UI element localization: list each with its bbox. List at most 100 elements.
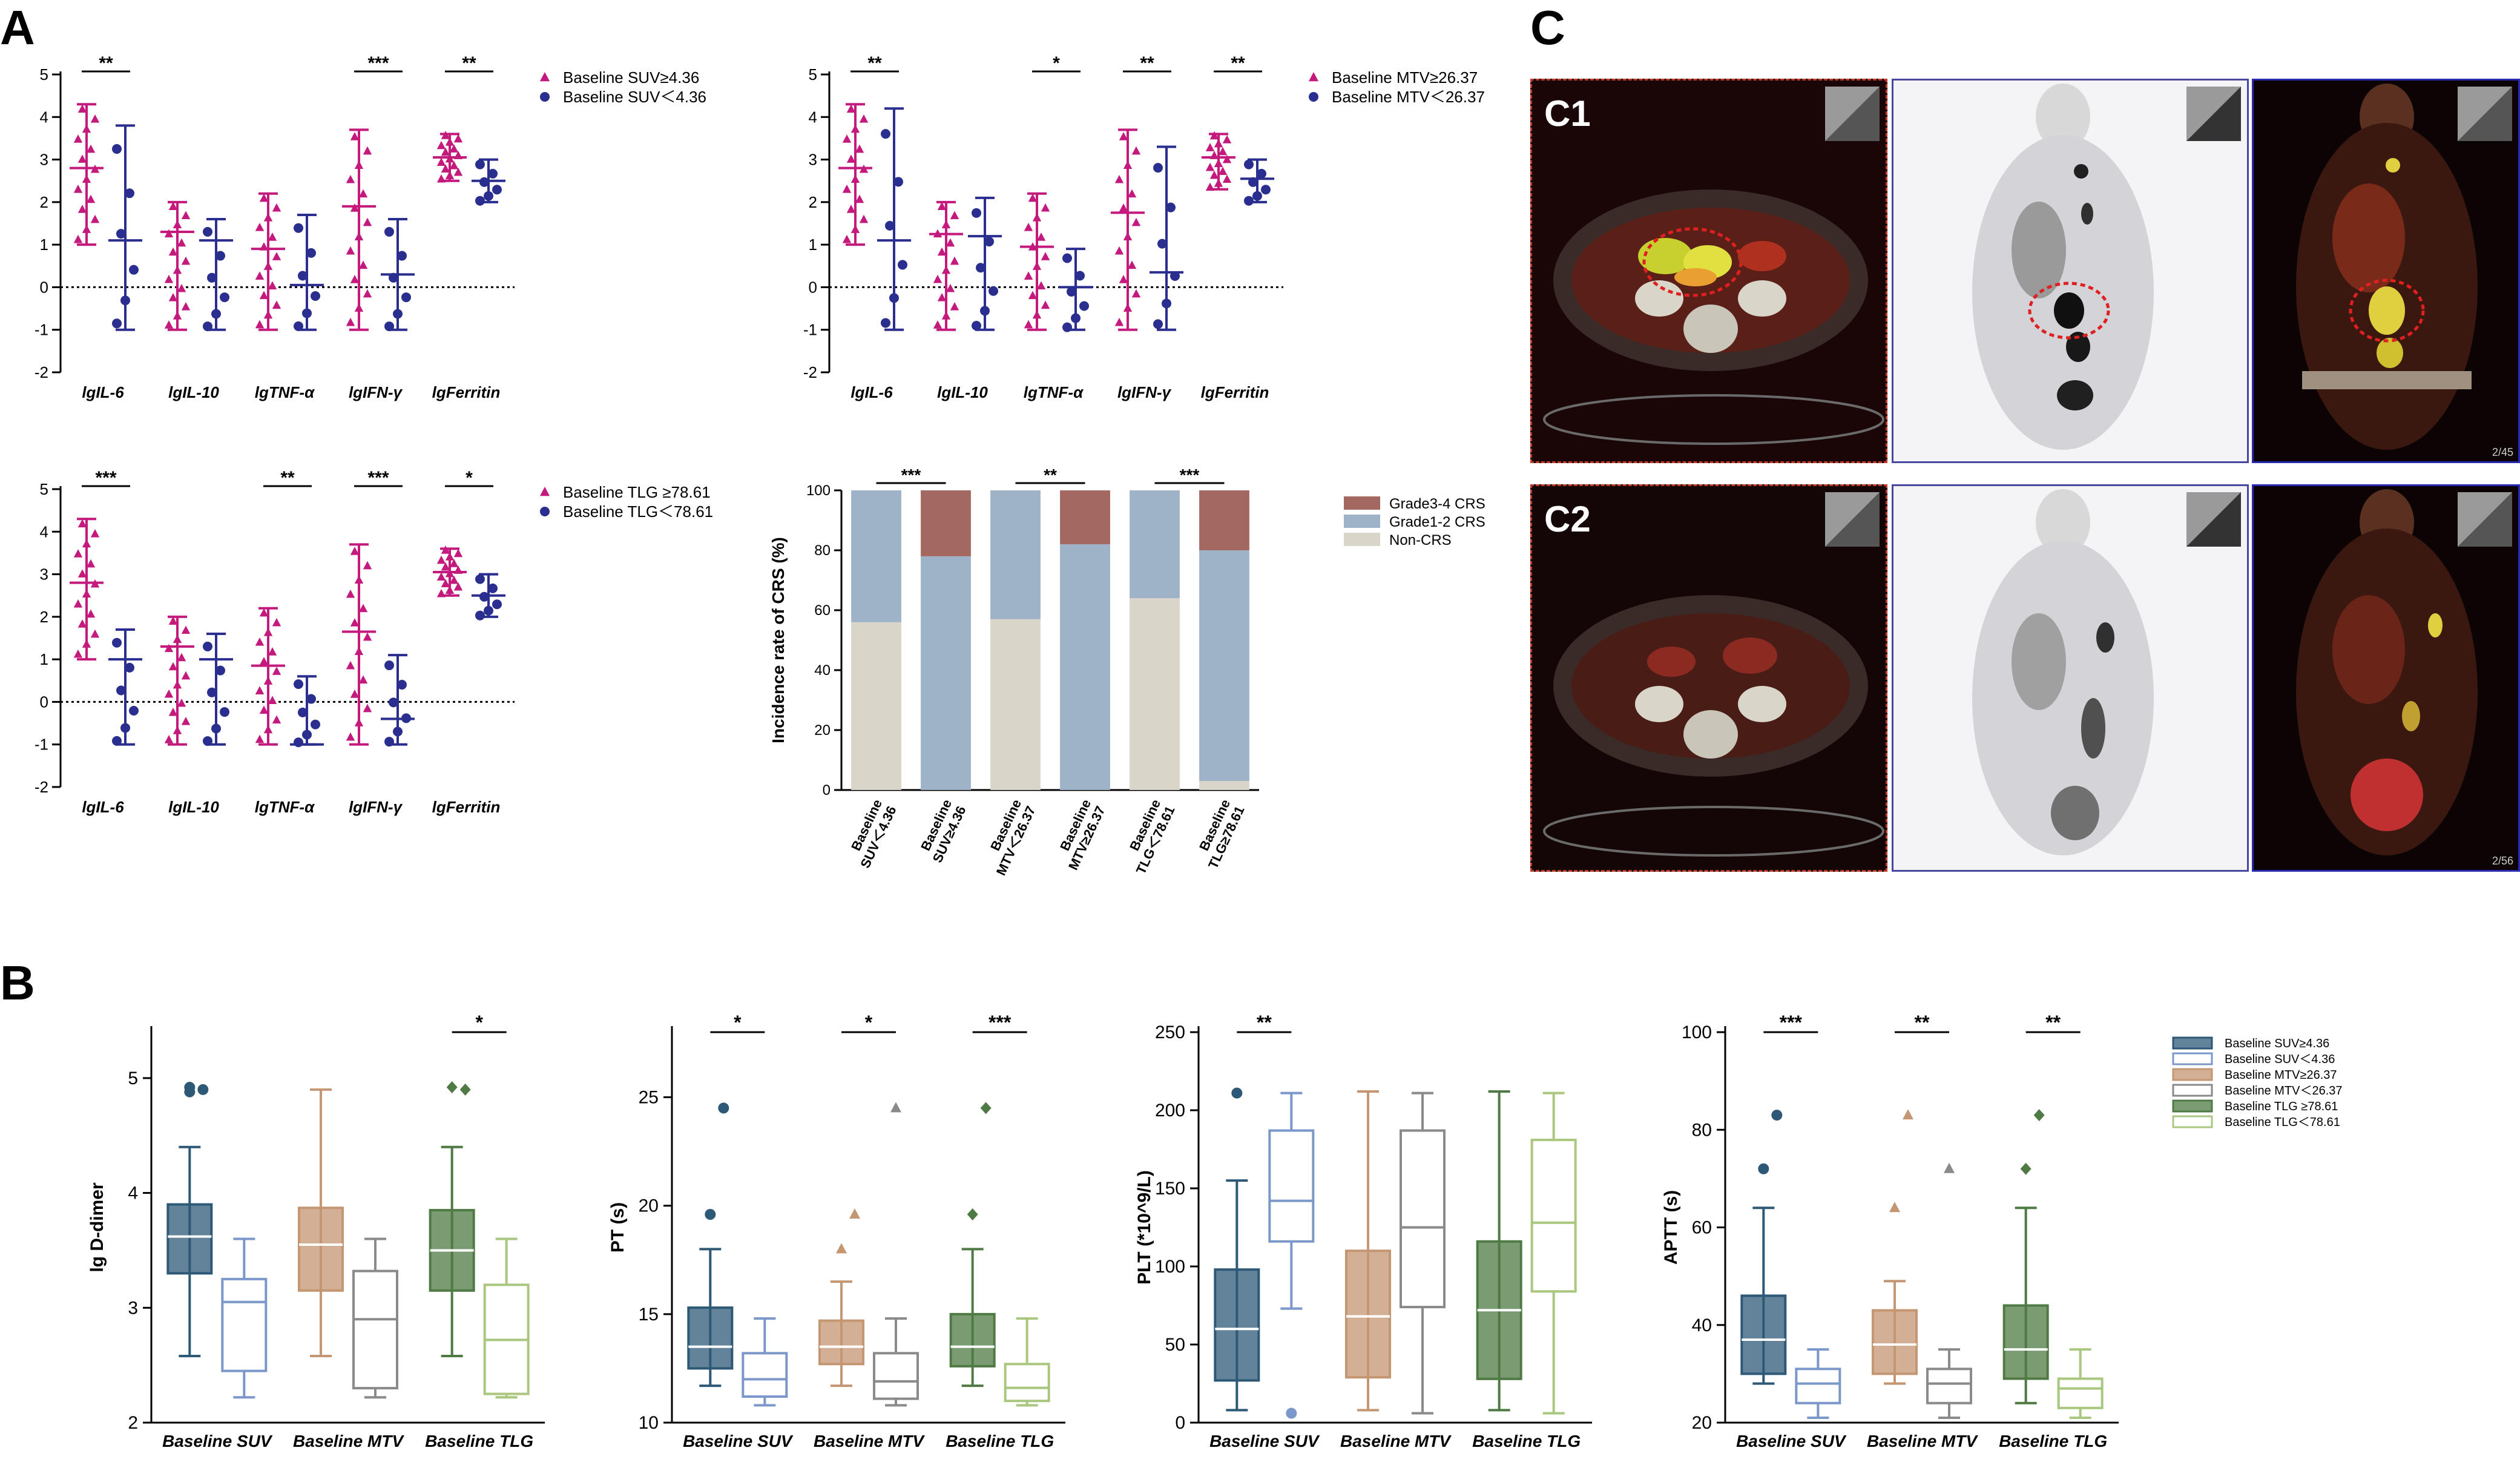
x-tick-label: lgIFN-γ (1117, 383, 1172, 401)
box (1740, 1294, 1787, 1375)
outlier-point (2033, 1109, 2045, 1122)
data-point (298, 271, 308, 281)
data-point (82, 124, 91, 133)
significance-label: ** (1915, 1012, 1930, 1033)
legend-swatch (1344, 515, 1380, 528)
box (1795, 1368, 1841, 1404)
data-point (354, 160, 364, 169)
legend-label: Baseline TLG ≥78.61 (2225, 1100, 2338, 1113)
data-point (1024, 320, 1033, 329)
data-point (363, 561, 372, 570)
data-point (972, 320, 981, 331)
data-point (445, 137, 455, 146)
data-point (1209, 131, 1219, 140)
data-point (389, 697, 398, 708)
data-point (168, 708, 178, 716)
x-tick-label: BaselineSUV≥4.36 (915, 797, 969, 865)
data-point (294, 737, 303, 748)
data-point (164, 644, 174, 653)
y-tick-label: 80 (814, 542, 831, 559)
data-point (1222, 174, 1232, 183)
data-point (846, 104, 856, 113)
y-axis-label: PT (s) (608, 1202, 628, 1253)
data-point (397, 680, 407, 690)
data-point (164, 320, 174, 329)
data-point (255, 223, 265, 231)
legend-label: Baseline SUV＜4.36 (2225, 1053, 2335, 1066)
data-point (363, 146, 372, 155)
orientation-cube-icon (2458, 492, 2512, 547)
data-point (181, 671, 191, 680)
bar-segment (1199, 550, 1249, 782)
data-point (441, 545, 450, 554)
legend-label: Baseline SUV≥4.36 (563, 68, 699, 87)
chart-a4-crs-incidence: 100 80 60 40 20 0 Incidence rate of CRS (%) Bas… (769, 466, 1485, 878)
data-point (1119, 132, 1128, 140)
data-point (268, 232, 277, 241)
data-point (272, 252, 281, 260)
data-point (346, 660, 355, 670)
mip-image (1892, 484, 2249, 872)
data-point (855, 144, 864, 153)
data-point (168, 202, 178, 210)
data-point (393, 726, 403, 737)
data-point (1041, 252, 1050, 260)
box (2057, 1377, 2104, 1409)
y-tick-label: 60 (1692, 1218, 1712, 1238)
data-point (211, 723, 221, 734)
data-point (1257, 168, 1266, 179)
pet-row-c2: C2 2/56 (1530, 484, 2520, 872)
data-point (90, 529, 100, 538)
legend-label: Grade1-2 CRS (1389, 514, 1485, 530)
data-point (1214, 159, 1223, 167)
data-point (173, 634, 182, 644)
y-tick-label: 3 (128, 1298, 138, 1318)
data-point (82, 539, 91, 548)
data-point (73, 649, 83, 658)
data-point (950, 302, 959, 311)
data-point (1166, 202, 1176, 212)
scan-label-c1: C1 (1544, 93, 1591, 134)
data-point (475, 159, 485, 170)
x-tick-label: lgIL-10 (168, 798, 219, 816)
data-point (1024, 271, 1033, 280)
data-point (82, 225, 91, 233)
chart-b4-aptt: 100 80 60 40 20 APTT (s) Baseline SUV *** Baseli… (1661, 1012, 2343, 1450)
data-point (1222, 135, 1232, 143)
x-tick-label: Baseline TLG (1999, 1432, 2107, 1450)
data-point (484, 605, 493, 616)
data-point (207, 272, 217, 283)
legend-swatch (2172, 1068, 2213, 1081)
data-point (112, 144, 122, 154)
data-point (479, 591, 489, 602)
outlier-point (1771, 1110, 1783, 1121)
x-tick-label: Baseline MTV (814, 1432, 925, 1450)
significance-label: ** (1257, 1012, 1272, 1033)
legend-swatch (2172, 1036, 2213, 1050)
data-point (350, 203, 360, 212)
box (1872, 1309, 1918, 1375)
data-point (1123, 232, 1133, 240)
data-point (1214, 139, 1223, 148)
data-point (263, 725, 273, 734)
data-point (1222, 154, 1232, 163)
data-point (1032, 212, 1042, 222)
orientation-cube-icon (1825, 87, 1880, 141)
data-point (125, 188, 134, 199)
data-point (311, 719, 320, 729)
data-point (950, 211, 959, 220)
chart-a3-tlg-cytokines: 5 4 3 2 1 0 -1 -2 lgIL-6 *** lgIL-10 lgTNF-α ** lgIFN… (35, 468, 713, 816)
y-tick-label: -1 (35, 321, 48, 339)
data-point (1028, 242, 1038, 251)
data-point (346, 174, 355, 183)
data-point (950, 256, 959, 265)
outlier-point (1758, 1163, 1769, 1174)
data-point (350, 275, 360, 283)
data-point (859, 114, 869, 123)
data-point (350, 690, 360, 698)
data-point (350, 618, 360, 627)
y-tick-label: 5 (128, 1068, 138, 1088)
data-point (1244, 159, 1254, 170)
data-point (989, 286, 998, 296)
box (1004, 1363, 1050, 1403)
